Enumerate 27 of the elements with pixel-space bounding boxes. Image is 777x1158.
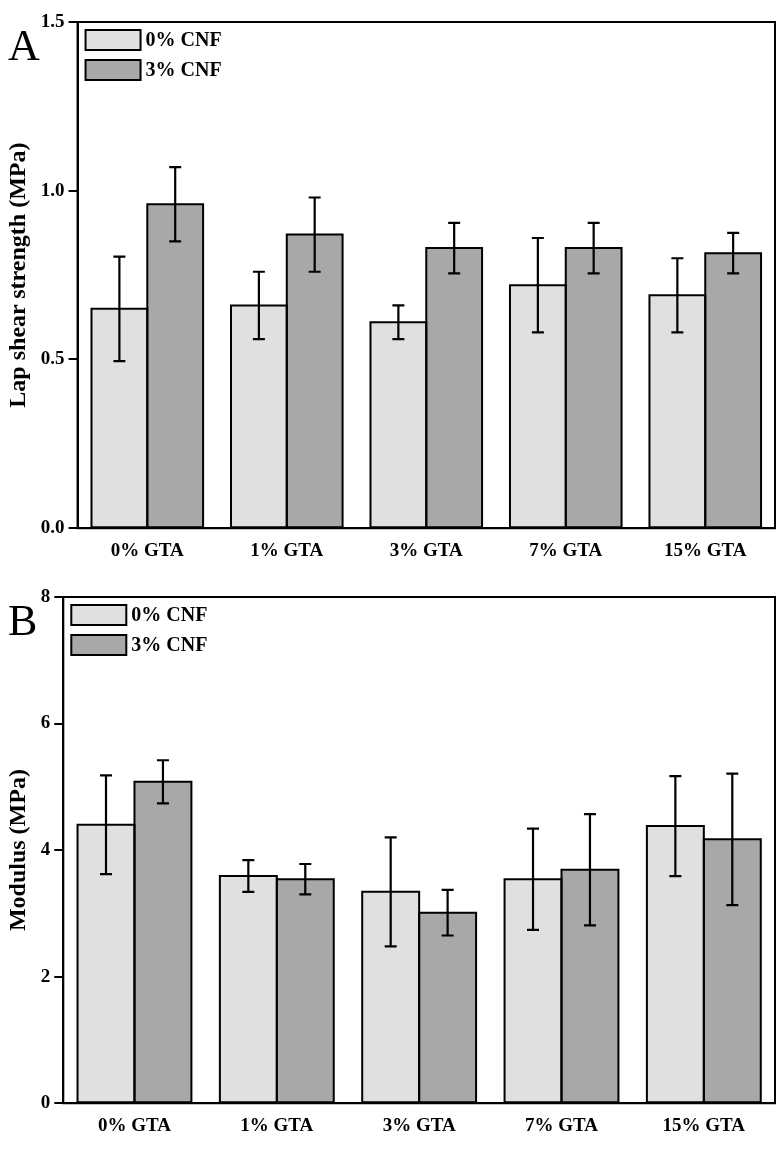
- x-tick-label: 0% GTA: [97, 1113, 172, 1135]
- y-tick-label: 2: [40, 964, 51, 986]
- x-tick-label: 1% GTA: [250, 538, 324, 560]
- text: B: [8, 595, 38, 645]
- y-tick-label: 6: [40, 711, 51, 733]
- x-tick-label: 0% GTA: [110, 538, 185, 560]
- x-tick-label: 15% GTA: [664, 538, 747, 560]
- x-tick-label: 7% GTA: [524, 1113, 599, 1135]
- x-tick-label: 15% GTA: [662, 1113, 746, 1135]
- legend-label: 0% CNF: [145, 28, 222, 51]
- x-tick-label: 3% GTA: [382, 1113, 456, 1135]
- y-tick-label: 0.0: [40, 516, 65, 538]
- y-tick-label: 0: [40, 1091, 51, 1113]
- y-tick-label: 1.0: [40, 178, 65, 200]
- legend-label: 3% CNF: [131, 633, 208, 656]
- x-tick-label: 7% GTA: [529, 538, 603, 560]
- text: A: [8, 20, 40, 70]
- y-axis-title: Modulus (MPa): [3, 769, 30, 932]
- y-tick-label: 1.5: [40, 9, 65, 31]
- y-tick-label: 0.5: [40, 347, 65, 369]
- x-tick-label: 3% GTA: [389, 538, 464, 560]
- y-axis-title: Lap shear strength (MPa): [3, 142, 30, 408]
- legend-label: 3% CNF: [145, 58, 222, 81]
- y-tick-label: 4: [40, 838, 51, 860]
- legend-label: 0% CNF: [131, 603, 208, 626]
- y-tick-label: 8: [40, 584, 51, 606]
- x-tick-label: 1% GTA: [240, 1113, 314, 1135]
